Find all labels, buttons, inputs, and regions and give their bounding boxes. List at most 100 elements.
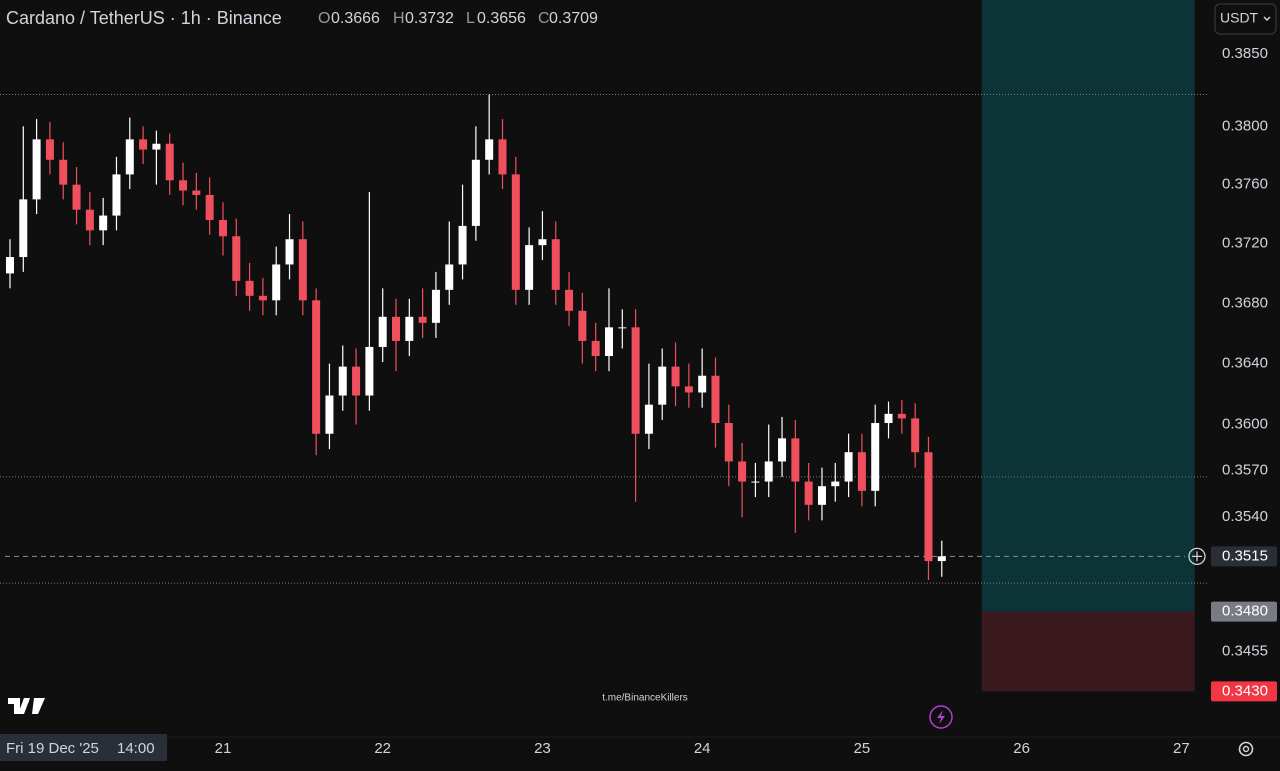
candle-body [604, 327, 613, 357]
candle-body [245, 280, 254, 296]
candle-body [139, 139, 148, 150]
x-tick-label: 23 [534, 740, 551, 757]
ohlc-value: 0.3656 [477, 10, 526, 27]
candle-body [911, 418, 920, 453]
candle-body [458, 225, 467, 265]
candle-body [285, 239, 294, 265]
logo-shape [8, 698, 45, 714]
y-tick-label: 0.3540 [1222, 508, 1268, 525]
candle-body [418, 316, 427, 323]
candle-body [32, 139, 41, 200]
candle-body [365, 346, 374, 396]
candle-body [511, 174, 520, 290]
add-alert-plus[interactable] [1192, 551, 1202, 562]
candle-body [5, 257, 14, 274]
entry-box [1211, 601, 1277, 622]
candle-body [684, 386, 693, 393]
candle-body [165, 143, 174, 181]
alert-circle[interactable] [929, 705, 953, 729]
y-tick-label: 0.3570 [1222, 462, 1268, 479]
button-label[interactable]: USDT [1220, 10, 1259, 26]
y-tick-label: 0.3720 [1222, 235, 1268, 252]
crosshair-time: 14:00 [117, 740, 155, 757]
x-tick-label: 26 [1013, 740, 1030, 757]
candle-body [857, 452, 866, 491]
candle-body [312, 300, 321, 434]
candle-body [644, 404, 653, 434]
price-label: 0.3515 [1222, 547, 1268, 564]
alert-bolt[interactable] [937, 710, 945, 724]
y-tick-label: 0.3640 [1222, 355, 1268, 372]
candle-body [831, 481, 840, 487]
button-frame[interactable] [1214, 3, 1277, 35]
settings-icon[interactable] [1238, 741, 1254, 757]
currency-button[interactable]: USDT [1214, 3, 1277, 35]
candle-body [112, 174, 121, 216]
alert-icon[interactable] [929, 705, 953, 729]
y-tick-label: 0.3600 [1222, 416, 1268, 433]
crosshair-date: Fri 19 Dec '25 [6, 740, 99, 757]
candle-body [525, 245, 534, 290]
candle-body [99, 215, 108, 231]
crosshair-label-box [0, 734, 167, 761]
candle-body [764, 461, 773, 482]
candle-body [498, 139, 507, 175]
candle-body [72, 184, 81, 210]
candle-body [445, 264, 454, 290]
candle-body [218, 219, 227, 237]
logo-dot [23, 698, 29, 704]
candle-body [125, 139, 134, 175]
ohlc-value: 0.3709 [549, 10, 598, 27]
candle-body [751, 481, 760, 483]
candle-body [804, 481, 813, 505]
candle-body [19, 199, 28, 258]
price-box [1211, 546, 1277, 567]
candle-body [591, 340, 600, 357]
candle-body [405, 316, 414, 341]
candle-body [631, 327, 640, 434]
add-alert-button[interactable] [1188, 547, 1206, 566]
candle-body [205, 194, 214, 220]
ohlc-label: O [318, 10, 330, 27]
candle-body [698, 375, 707, 393]
chevron[interactable] [1263, 16, 1271, 22]
y-tick-label: 0.3455 [1222, 642, 1268, 659]
candle-body [59, 159, 68, 185]
candle-body [378, 316, 387, 347]
x-tick-label: 24 [694, 740, 711, 757]
gear-hub[interactable] [1242, 745, 1250, 753]
y-tick-label: 0.3760 [1222, 176, 1268, 193]
ohlc-label: L [466, 10, 475, 27]
candle-body [258, 295, 267, 301]
candle-body [897, 413, 906, 419]
ohlc-label: C [538, 10, 550, 27]
gear[interactable] [1238, 741, 1254, 757]
y-tick-label: 0.3800 [1222, 117, 1268, 134]
entry-label: 0.3480 [1222, 603, 1268, 620]
stop-label: 0.3430 [1222, 682, 1268, 699]
candle-body [431, 289, 440, 323]
y-tick-label: 0.3850 [1222, 45, 1268, 62]
candle-body [778, 438, 787, 462]
x-tick-label: 22 [374, 740, 391, 757]
candle-body [298, 239, 307, 301]
stop-box [1211, 681, 1277, 702]
candle-body [711, 375, 720, 424]
candle-body [791, 438, 800, 482]
candle-body [738, 461, 747, 482]
candle-body [85, 209, 94, 231]
candle-body [325, 395, 334, 434]
x-tick-label: 27 [1173, 740, 1190, 757]
candle-body [392, 316, 401, 341]
candle-body [817, 486, 826, 505]
target-zone [981, 0, 1195, 612]
candle-body [551, 239, 560, 290]
plot-area [0, 0, 1208, 692]
stop-zone [981, 611, 1195, 692]
x-tick-label: 25 [854, 740, 871, 757]
candle-body [658, 366, 667, 405]
candle-body [844, 452, 853, 482]
y-tick-label: 0.3680 [1222, 294, 1268, 311]
chart-title: Cardano / TetherUS · 1h · Binance [6, 8, 282, 28]
